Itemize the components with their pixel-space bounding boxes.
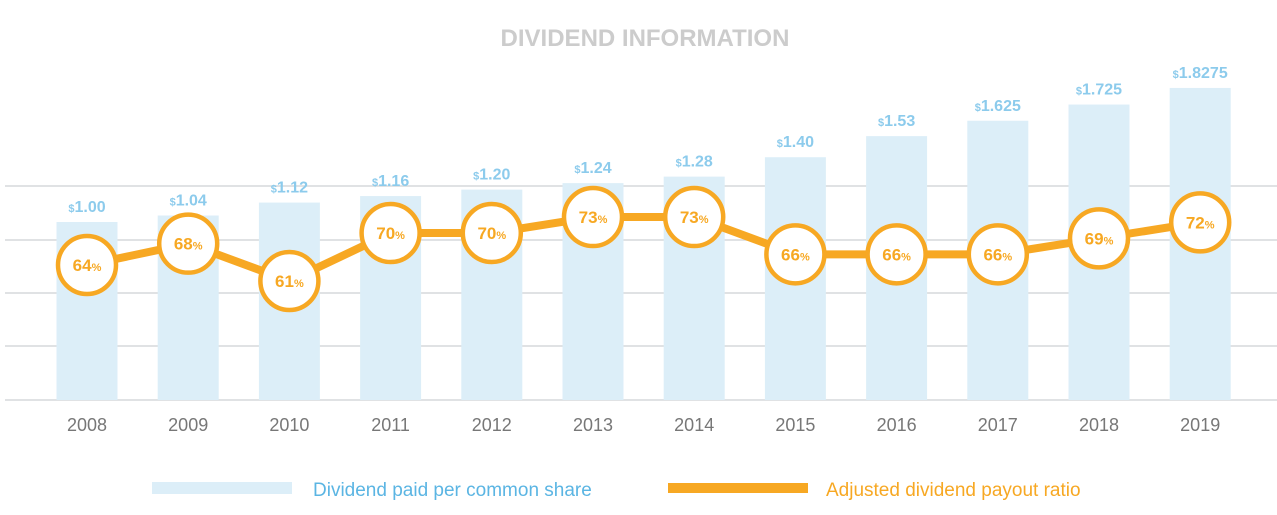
bar-label-2012: $1.20 xyxy=(473,167,510,184)
legend-swatch-line xyxy=(668,483,808,493)
chart-title: DIVIDEND INFORMATION xyxy=(501,25,790,52)
payout-label-2011: 70% xyxy=(376,224,405,243)
payout-label-2017: 66% xyxy=(983,245,1012,264)
payout-point-2008 xyxy=(55,233,119,297)
bar-label-2010: $1.12 xyxy=(271,180,308,197)
payout-label-2019: 72% xyxy=(1186,213,1215,232)
x-tick-label-2012: 2012 xyxy=(472,415,512,435)
bar-label-2014: $1.28 xyxy=(676,154,713,171)
payout-label-2016: 66% xyxy=(882,245,911,264)
bar-label-2017: $1.625 xyxy=(975,98,1021,115)
payout-label-2015: 66% xyxy=(781,245,810,264)
legend-label-bar: Dividend paid per common share xyxy=(313,480,592,501)
x-tick-label-2018: 2018 xyxy=(1079,415,1119,435)
payout-point-2012 xyxy=(460,201,524,265)
payout-label-2009: 68% xyxy=(174,235,203,254)
bar-label-2013: $1.24 xyxy=(574,160,611,177)
payout-label-2014: 73% xyxy=(680,208,709,227)
x-tick-label-2016: 2016 xyxy=(877,415,917,435)
legend-swatch-bar xyxy=(152,482,292,494)
payout-label-2008: 64% xyxy=(73,256,102,275)
payout-point-2016 xyxy=(865,223,928,286)
payout-point-2017 xyxy=(966,223,1030,286)
payout-line-path xyxy=(86,213,1201,285)
payout-label-2013: 73% xyxy=(579,208,608,227)
bar-label-2019: $1.8275 xyxy=(1173,65,1228,82)
bar-label-2016: $1.53 xyxy=(878,113,915,130)
bar-label-2009: $1.04 xyxy=(170,193,207,210)
bars: $1.00 $1.04 $1.12 $1.16 $1.20 $1.24 $1.28 $1.40… xyxy=(56,65,1231,401)
payout-point-2010 xyxy=(258,249,321,313)
payout-label-2012: 70% xyxy=(477,224,506,243)
payout-point-2011 xyxy=(359,201,422,265)
x-tick-label-2008: 2008 xyxy=(67,415,107,435)
payout-point-2009 xyxy=(156,212,220,275)
legend-label-line: Adjusted dividend payout ratio xyxy=(826,480,1081,501)
x-axis: 2008 2009 2010 2011 2012 2013 2014 2015 2016 2017… xyxy=(67,415,1220,435)
payout-line: 64% 68% 61% 70% 70% 73% 73% 66% 66% 66% 69% 72% xyxy=(55,185,1232,313)
x-tick-label-2019: 2019 xyxy=(1180,415,1220,435)
bar-label-2011: $1.16 xyxy=(372,173,409,190)
x-tick-label-2011: 2011 xyxy=(371,415,410,435)
payout-point-2013 xyxy=(561,185,625,249)
x-tick-label-2014: 2014 xyxy=(674,415,714,435)
payout-point-2015 xyxy=(764,223,827,286)
payout-point-2014 xyxy=(662,185,726,249)
x-tick-label-2017: 2017 xyxy=(978,415,1018,435)
payout-label-2018: 69% xyxy=(1085,229,1114,248)
x-tick-label-2010: 2010 xyxy=(269,415,309,435)
payout-label-2010: 61% xyxy=(275,272,304,291)
bar-label-2018: $1.725 xyxy=(1076,82,1122,99)
bar-label-2015: $1.40 xyxy=(777,134,814,151)
x-tick-label-2015: 2015 xyxy=(775,415,815,435)
x-tick-label-2013: 2013 xyxy=(573,415,613,435)
payout-point-2019 xyxy=(1168,191,1232,254)
payout-point-2018 xyxy=(1067,207,1131,270)
x-tick-label-2009: 2009 xyxy=(168,415,208,435)
bar-label-2008: $1.00 xyxy=(68,199,105,216)
legend: Dividend paid per common share Adjusted … xyxy=(152,480,1081,501)
